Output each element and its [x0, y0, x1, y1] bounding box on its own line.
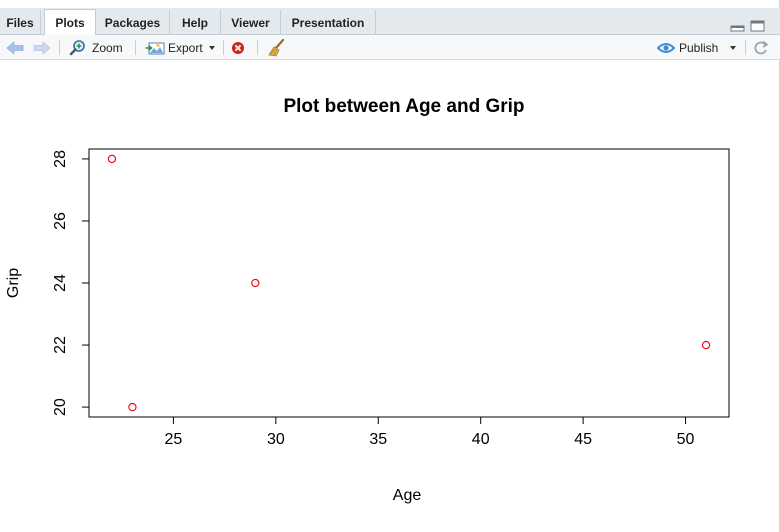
- remove-circle-icon: [232, 41, 244, 54]
- publish-icon: [657, 42, 675, 53]
- broom-icon: [268, 38, 285, 56]
- data-point: [701, 340, 711, 350]
- tab-presentation[interactable]: Presentation: [281, 10, 376, 35]
- arrow-right-icon: [33, 40, 51, 55]
- chevron-down-icon: [208, 45, 215, 50]
- x-axis: 25 30 35 40 45 50: [165, 416, 695, 448]
- data-points: [107, 154, 711, 412]
- y-tick-label: 22: [52, 336, 69, 354]
- y-tick-label: 20: [52, 398, 69, 416]
- pane-tab-bar: Files Plots Packages Help Viewer Present…: [0, 8, 780, 36]
- minimize-pane-icon[interactable]: [730, 20, 746, 32]
- publish-label: Publish: [679, 40, 719, 55]
- data-point: [251, 278, 260, 288]
- export-image-icon: [145, 42, 165, 54]
- x-tick-label: 40: [472, 431, 490, 448]
- toolbar-divider: [745, 40, 746, 55]
- y-tick-label: 28: [52, 150, 69, 168]
- y-axis: 20 22 24 26 28: [52, 150, 90, 416]
- chevron-down-icon: [730, 45, 737, 50]
- data-point: [128, 402, 137, 412]
- x-tick-label: 35: [369, 431, 387, 448]
- tab-packages[interactable]: Packages: [96, 10, 170, 35]
- tab-help[interactable]: Help: [170, 10, 221, 35]
- toolbar-divider: [257, 40, 258, 55]
- x-tick-label: 45: [574, 431, 592, 448]
- data-point: [107, 154, 117, 164]
- maximize-pane-icon[interactable]: [750, 20, 766, 32]
- refresh-plot-button[interactable]: [753, 35, 769, 60]
- x-tick-label: 25: [165, 431, 183, 448]
- plots-toolbar: Zoom Export: [0, 35, 780, 60]
- x-tick-label: 50: [677, 431, 695, 448]
- zoom-icon: [69, 39, 85, 55]
- previous-plot-button[interactable]: [6, 35, 24, 60]
- y-tick-label: 24: [52, 274, 69, 292]
- export-dropdown[interactable]: Export: [145, 35, 215, 60]
- toolbar-divider: [223, 40, 224, 55]
- x-tick-label: 30: [267, 431, 285, 448]
- export-label: Export: [168, 40, 203, 55]
- next-plot-button[interactable]: [33, 35, 51, 60]
- zoom-label: Zoom: [92, 40, 123, 55]
- y-tick-label: 26: [52, 212, 69, 230]
- plot-frame: [88, 148, 730, 418]
- tab-viewer[interactable]: Viewer: [221, 10, 281, 35]
- publish-dropdown[interactable]: Publish: [657, 35, 737, 60]
- x-axis-label: Age: [393, 487, 422, 504]
- tab-plots[interactable]: Plots: [44, 9, 96, 36]
- scatter-plot: Plot between Age and Grip 25 30 35 40 45 50 2…: [5, 96, 730, 504]
- arrow-left-icon: [6, 40, 24, 55]
- chart-title: Plot between Age and Grip: [283, 96, 524, 117]
- remove-plot-button[interactable]: [231, 35, 245, 60]
- clear-all-plots-button[interactable]: [266, 35, 286, 60]
- toolbar-divider: [135, 40, 136, 55]
- tab-files[interactable]: Files: [0, 10, 41, 35]
- toolbar-divider: [59, 40, 60, 55]
- y-axis-label: Grip: [5, 268, 22, 298]
- refresh-icon: [754, 40, 769, 54]
- zoom-button[interactable]: Zoom: [69, 35, 123, 60]
